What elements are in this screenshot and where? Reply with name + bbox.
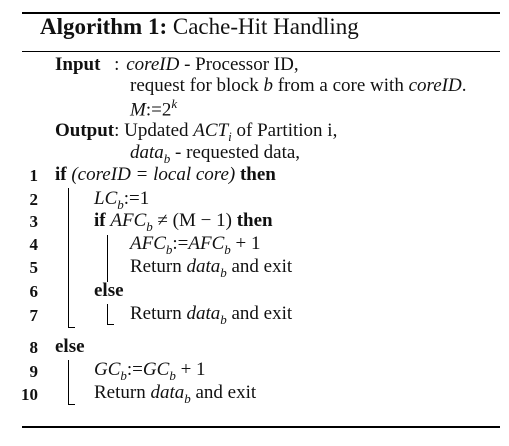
output-text-1b: of Partition i,	[231, 120, 338, 141]
keyword-if: if	[94, 210, 106, 231]
keyword-then: then	[239, 164, 276, 185]
output-line-1: Output: Updated ACTi of Partition i,	[55, 120, 337, 145]
line-number: 10	[21, 385, 38, 404]
line-number: 1	[29, 166, 39, 185]
sub-b: b	[165, 241, 173, 257]
algo-line-4: AFCb:=AFCb + 1	[130, 233, 261, 258]
line-number: 8	[29, 338, 39, 357]
plus-one: + 1	[230, 233, 261, 254]
keyword-else: else	[55, 336, 85, 357]
algo-line-5: Return datab and exit	[130, 256, 292, 281]
output-var-act: ACT	[193, 120, 229, 141]
input-line-1: Input : coreID - Processor ID,	[55, 54, 299, 76]
condition-op: ≠ (M − 1)	[152, 210, 237, 231]
input-var-b: b	[263, 75, 273, 96]
output-text-2: - requested data,	[170, 142, 301, 163]
exit-text: and exit	[190, 382, 257, 403]
inner-else-block-bar	[107, 304, 108, 325]
return-text: Return	[130, 256, 187, 277]
title-rule	[22, 51, 500, 52]
return-text: Return	[130, 303, 187, 324]
input-line-2: request for block b from a core with cor…	[130, 75, 466, 97]
output-var-data: data	[130, 142, 164, 163]
inner-if-block-bar	[107, 235, 108, 282]
var-afc: AFC	[110, 210, 147, 231]
sub-b: b	[220, 264, 227, 280]
algo-line-9: GCb:=GCb + 1	[94, 359, 206, 384]
sub-b: b	[184, 390, 191, 406]
sub-b: b	[169, 367, 176, 383]
input-text-1: - Processor ID,	[179, 54, 299, 75]
input-separator: :	[114, 54, 120, 75]
if-block-bar	[68, 188, 69, 328]
input-text-2a: request for block	[130, 75, 264, 96]
line-number: 3	[29, 212, 39, 231]
assign-text: :=1	[123, 188, 150, 209]
input-text-2b: from a core with	[272, 75, 409, 96]
line-number: 4	[29, 235, 39, 254]
algo-line-2: LCb:=1	[94, 188, 149, 213]
var-gc: GC	[142, 359, 170, 380]
input-var-m: M	[130, 99, 146, 121]
line-number: 7	[29, 306, 39, 325]
assign-op: :=	[172, 233, 189, 254]
plus-one: + 1	[175, 359, 206, 380]
var-data: data	[186, 303, 221, 324]
algorithm-title: Algorithm 1: Cache-Hit Handling	[40, 14, 359, 40]
algo-line-3: if AFCb ≠ (M − 1) then	[94, 210, 273, 235]
top-rule	[22, 12, 500, 14]
algo-line-10: Return datab and exit	[94, 382, 256, 407]
assign-op: :=	[126, 359, 143, 380]
line-number: 9	[29, 362, 39, 381]
input-text-2c: .	[461, 75, 467, 96]
bottom-rule	[22, 426, 500, 428]
sub-b: b	[120, 367, 127, 383]
input-coreid: coreID	[126, 54, 180, 75]
algo-line-6: else	[94, 280, 124, 302]
line-number: 5	[29, 258, 39, 277]
algorithm-label: Algorithm 1:	[40, 14, 168, 39]
keyword-then: then	[236, 210, 273, 231]
inner-else-block-end	[107, 324, 114, 325]
sub-b: b	[224, 241, 231, 257]
input-keyword: Input	[55, 54, 101, 75]
output-text-1a: Updated	[124, 120, 194, 141]
output-sub-i: i	[228, 128, 232, 144]
return-text: Return	[94, 382, 151, 403]
input-text-3: :=2	[145, 99, 172, 121]
keyword-if: if	[55, 164, 67, 185]
var-afc: AFC	[130, 233, 166, 254]
output-line-2: datab - requested data,	[130, 142, 300, 167]
algo-line-7: Return datab and exit	[130, 303, 292, 328]
input-var-coreid: coreID	[408, 75, 462, 96]
output-separator: :	[114, 120, 120, 141]
input-line-3: M:=2k	[130, 96, 177, 121]
exit-text: and exit	[226, 303, 293, 324]
var-gc: GC	[94, 359, 121, 380]
algorithm-name: Cache-Hit Handling	[172, 14, 359, 39]
input-sup-k: k	[171, 96, 178, 111]
output-sub-b: b	[163, 150, 171, 166]
condition: (coreID = local core)	[71, 164, 236, 185]
else-block-bar	[68, 360, 69, 405]
var-afc: AFC	[188, 233, 225, 254]
var-data: data	[186, 256, 221, 277]
sub-b: b	[220, 311, 227, 327]
var-data: data	[150, 382, 185, 403]
var-lc: LC	[94, 188, 118, 209]
algo-line-1: if (coreID = local core) then	[55, 164, 276, 186]
if-block-end	[68, 327, 75, 328]
line-number: 6	[29, 282, 39, 301]
sub-b: b	[146, 218, 153, 234]
keyword-else: else	[94, 280, 124, 301]
else-block-end	[68, 404, 75, 405]
line-number: 2	[29, 190, 39, 209]
algo-line-8: else	[55, 336, 85, 358]
exit-text: and exit	[226, 256, 293, 277]
sub-b: b	[117, 196, 124, 212]
output-keyword: Output	[55, 120, 115, 141]
